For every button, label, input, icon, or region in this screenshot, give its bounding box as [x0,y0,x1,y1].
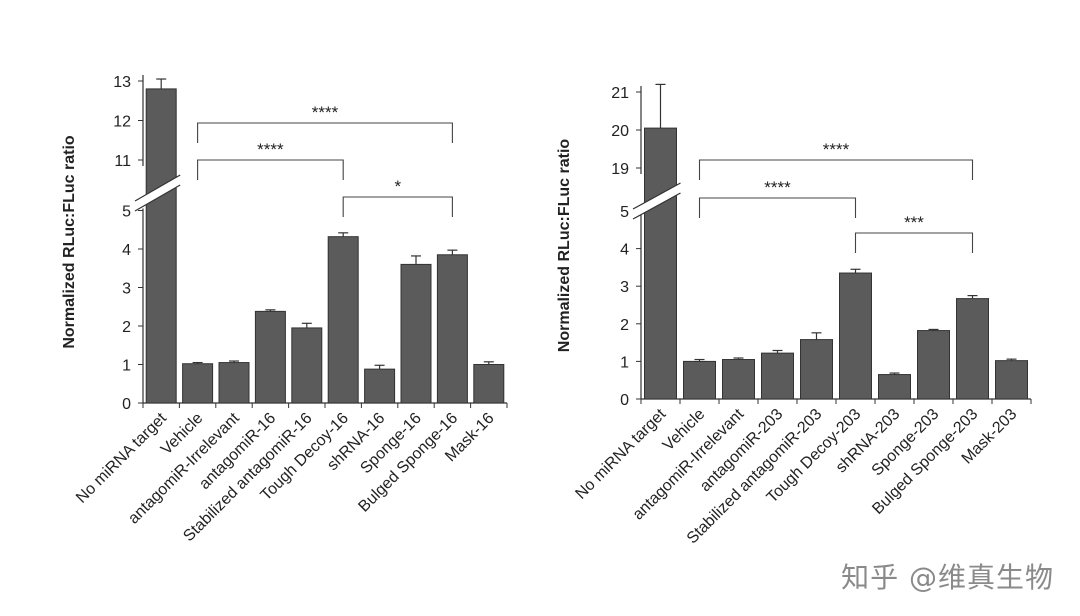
bar [644,127,677,400]
bar [400,263,432,404]
y-tick-label: 5 [122,204,131,221]
significance-label: *** [904,213,924,232]
y-tick-label: 20 [611,123,629,140]
axis-break-band [633,183,681,219]
bar [436,254,468,404]
bar [800,339,833,400]
significance-label: * [394,177,401,196]
bar [473,364,505,404]
y-tick-label: 0 [122,396,131,413]
y-tick-label: 2 [122,319,131,336]
axis-break-line [134,174,181,202]
significance-bracket [698,197,857,218]
y-axis-label: Normalized RLuc:FLuc ratio [556,139,573,353]
axis-break-line [134,184,181,212]
bar [254,310,286,404]
significance-bracket [342,196,453,217]
y-tick-label: 5 [620,204,629,221]
y-tick-label: 19 [611,161,629,178]
bar [995,360,1028,400]
significance-bracket [854,232,974,253]
bar [683,360,716,400]
y-tick-label: 1 [122,358,131,375]
y-tick-label: 21 [611,85,629,102]
significance-label: **** [257,140,284,159]
significance-label: **** [312,103,339,122]
bar [364,368,396,404]
y-tick-label: 3 [122,281,131,298]
bar [761,352,794,400]
bar [145,88,177,404]
bar [878,374,911,400]
y-tick-label: 2 [620,317,629,334]
watermark: 知乎 @维真生物 [841,561,1054,594]
y-axis-label: Normalized RLuc:FLuc ratio [61,135,78,349]
significance-label: **** [764,178,791,197]
significance-bracket [698,159,974,180]
y-tick-label: 3 [620,279,629,296]
bar [839,272,872,400]
bar [917,330,950,400]
bar [291,327,323,404]
y-tick-label: 4 [122,242,131,259]
y-tick-label: 1 [620,354,629,371]
bar [956,298,989,400]
significance-label: **** [823,140,850,159]
bar [182,363,214,404]
bar [327,236,359,404]
significance-bracket [197,122,453,143]
y-tick-label: 11 [114,153,131,170]
bar [218,362,250,404]
y-tick-label: 0 [620,392,629,409]
y-tick-label: 4 [620,242,629,259]
axis-break-line [632,182,681,210]
axis-break-band [135,175,181,211]
axis-break-line [632,192,681,220]
y-tick-label: 13 [113,74,131,91]
bar [722,359,755,400]
significance-bracket [197,159,344,180]
y-tick-label: 12 [113,114,131,131]
